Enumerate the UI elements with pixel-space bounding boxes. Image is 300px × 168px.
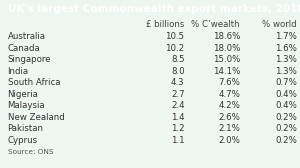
Text: 1.1: 1.1	[171, 136, 184, 145]
Text: 4.2%: 4.2%	[218, 101, 240, 110]
Text: Australia: Australia	[8, 32, 46, 41]
Text: 0.2%: 0.2%	[275, 136, 297, 145]
Text: 0.2%: 0.2%	[275, 124, 297, 133]
Text: 1.2: 1.2	[171, 124, 184, 133]
Text: 2.1%: 2.1%	[218, 124, 240, 133]
Text: Source: ONS: Source: ONS	[8, 149, 53, 155]
Text: New Zealand: New Zealand	[8, 113, 64, 122]
Text: 4.3: 4.3	[171, 78, 184, 87]
Text: 15.0%: 15.0%	[213, 55, 240, 64]
Text: % C’wealth: % C’wealth	[191, 20, 240, 29]
Text: Nigeria: Nigeria	[8, 90, 38, 99]
Text: 0.2%: 0.2%	[275, 113, 297, 122]
Text: UK's largest Commonwealth export markets, 2018: UK's largest Commonwealth export markets…	[8, 4, 300, 14]
Text: Singapore: Singapore	[8, 55, 51, 64]
Text: % world: % world	[262, 20, 297, 29]
Text: 2.0%: 2.0%	[218, 136, 240, 145]
Text: 2.6%: 2.6%	[218, 113, 240, 122]
Text: 2.4: 2.4	[171, 101, 184, 110]
Text: 18.6%: 18.6%	[213, 32, 240, 41]
Text: 0.4%: 0.4%	[275, 90, 297, 99]
Text: 0.4%: 0.4%	[275, 101, 297, 110]
Text: 10.5: 10.5	[165, 32, 184, 41]
Text: 7.6%: 7.6%	[218, 78, 240, 87]
Text: 1.7%: 1.7%	[275, 32, 297, 41]
Text: 1.4: 1.4	[171, 113, 184, 122]
Text: 10.2: 10.2	[165, 44, 184, 53]
Text: 1.6%: 1.6%	[275, 44, 297, 53]
Text: 2.7: 2.7	[171, 90, 184, 99]
Text: 8.0: 8.0	[171, 67, 184, 76]
Text: India: India	[8, 67, 29, 76]
Text: Malaysia: Malaysia	[8, 101, 45, 110]
Text: 0.7%: 0.7%	[275, 78, 297, 87]
Text: South Africa: South Africa	[8, 78, 60, 87]
Text: 14.1%: 14.1%	[213, 67, 240, 76]
Text: 1.3%: 1.3%	[275, 67, 297, 76]
Text: Cyprus: Cyprus	[8, 136, 38, 145]
Text: 8.5: 8.5	[171, 55, 184, 64]
Text: £ billions: £ billions	[146, 20, 184, 29]
Text: 4.7%: 4.7%	[218, 90, 240, 99]
Text: 18.0%: 18.0%	[213, 44, 240, 53]
Text: Canada: Canada	[8, 44, 40, 53]
Text: Pakistan: Pakistan	[8, 124, 44, 133]
Text: 1.3%: 1.3%	[275, 55, 297, 64]
